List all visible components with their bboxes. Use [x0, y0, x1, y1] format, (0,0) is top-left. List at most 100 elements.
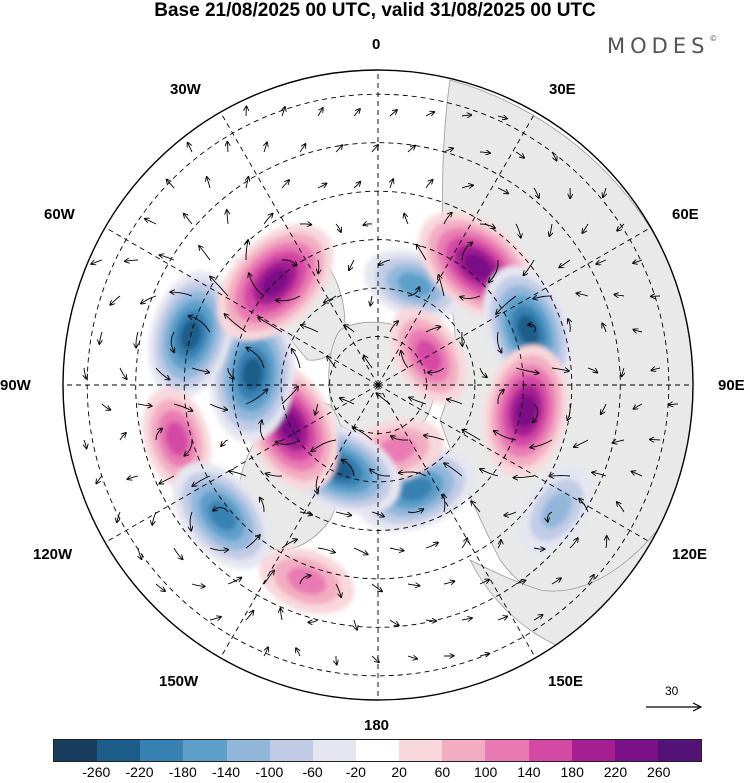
wind-vector: [533, 187, 539, 198]
wind-vector: [160, 255, 175, 261]
wind-vector: [245, 389, 267, 405]
wind-vector: [407, 146, 415, 153]
color-scale-tick-label: 60: [434, 764, 451, 780]
wind-vector: [461, 115, 471, 116]
wind-vector: [497, 616, 507, 620]
wind-vector: [209, 548, 228, 550]
wind-vector: [141, 295, 157, 304]
lon-label-60w: 60W: [44, 206, 75, 223]
wind-vector: [221, 439, 229, 446]
wind-vector: [136, 331, 138, 348]
wind-scale-arrow: [646, 702, 703, 712]
color-scale-tick-label: 100: [473, 764, 498, 780]
contour-core: [399, 478, 433, 502]
wind-vector: [155, 367, 170, 380]
wind-vector: [533, 403, 539, 422]
wind-vector: [549, 223, 552, 236]
wind-vector: [533, 615, 543, 621]
lon-label-90e: 90E: [718, 377, 745, 394]
wind-vector: [377, 393, 391, 405]
wind-vector: [462, 331, 463, 346]
wind-vector: [370, 295, 372, 306]
wind-vector: [335, 223, 341, 232]
wind-vector: [603, 187, 606, 197]
meridian-line: [220, 111, 379, 386]
wind-vector: [533, 296, 553, 299]
wind-vector: [417, 245, 427, 261]
wind-vector: [497, 187, 508, 194]
wind-vector: [651, 368, 661, 370]
wind-vector: [119, 367, 127, 379]
wind-vector: [399, 472, 427, 477]
wind-vector: [524, 259, 535, 275]
wind-vector: [425, 112, 434, 117]
lon-label-150w: 150W: [159, 673, 199, 690]
wind-vector: [101, 403, 110, 410]
wind-vector: [425, 180, 433, 189]
wind-vector: [125, 260, 139, 261]
wind-vector: [281, 539, 297, 549]
wind-vector: [650, 440, 661, 441]
wind-vector: [389, 619, 399, 625]
wind-vector: [353, 428, 373, 441]
wind-vector: [276, 439, 301, 445]
color-scale-tick-label: 20: [391, 764, 407, 780]
wind-vector: [602, 323, 606, 333]
color-scale-bar: [53, 739, 702, 762]
wind-vector: [316, 475, 318, 494]
polar-stereographic-map: [62, 69, 694, 701]
wind-vector: [173, 403, 192, 411]
anomaly-europe-ridge: [418, 211, 537, 321]
wind-vector: [99, 331, 102, 344]
contour-core: [517, 314, 540, 346]
wind-vector: [364, 356, 373, 369]
wind-vector: [613, 440, 625, 443]
wind-vector: [335, 583, 341, 597]
wind-vector: [479, 224, 495, 228]
wind-vector: [299, 224, 311, 225]
wind-vector: [317, 108, 323, 117]
color-scale-tick-label: -180: [168, 764, 197, 780]
color-scale-tick-label: 220: [603, 764, 628, 780]
wind-vector: [315, 403, 318, 415]
wind-vector: [389, 110, 397, 117]
wind-vector: [145, 219, 157, 225]
wind-vector: [282, 107, 285, 117]
color-scale-tick-label: 260: [647, 764, 671, 780]
wind-vector: [407, 287, 419, 297]
wind-vector: [317, 547, 335, 553]
wind-vector: [292, 349, 301, 369]
wind-vector: [227, 578, 241, 585]
wind-vector: [574, 439, 589, 447]
wind-vector: [596, 259, 607, 264]
wind-vector: [296, 648, 300, 657]
wind-vector: [229, 471, 247, 477]
color-scale-segment: [183, 740, 227, 761]
wind-vector: [447, 399, 463, 405]
wind-vector: [301, 325, 319, 333]
wind-vector: [617, 223, 625, 231]
wind-vector: [515, 580, 525, 584]
wind-vector: [633, 330, 643, 332]
color-scale-segment: [355, 740, 400, 761]
wind-vector: [173, 547, 183, 559]
wind-vector: [489, 259, 499, 282]
wind-vector: [551, 151, 557, 161]
wind-vector: [260, 420, 265, 441]
wind-vector: [258, 318, 283, 333]
wind-vector: [184, 214, 193, 225]
meridian-line: [377, 384, 536, 659]
wind-vector: [170, 292, 193, 297]
wind-vector: [245, 535, 260, 549]
wind-vector: [276, 295, 301, 301]
wind-vector: [461, 185, 473, 188]
wind-vector: [461, 618, 472, 620]
wind-vector: [471, 501, 481, 513]
wind-vector: [190, 511, 192, 531]
wind-vector: [167, 180, 175, 189]
wind-vector: [479, 654, 489, 656]
wind-vector: [569, 538, 578, 549]
wind-vector: [582, 223, 589, 233]
wind-vector: [318, 259, 319, 273]
wind-vector: [266, 474, 283, 477]
